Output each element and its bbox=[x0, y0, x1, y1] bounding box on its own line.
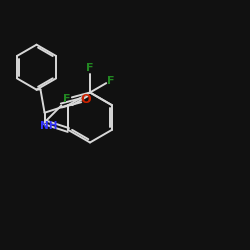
Text: F: F bbox=[86, 63, 94, 73]
Text: F: F bbox=[63, 94, 70, 104]
Text: O: O bbox=[81, 92, 92, 106]
Text: NH: NH bbox=[40, 121, 57, 131]
Text: F: F bbox=[108, 76, 115, 86]
